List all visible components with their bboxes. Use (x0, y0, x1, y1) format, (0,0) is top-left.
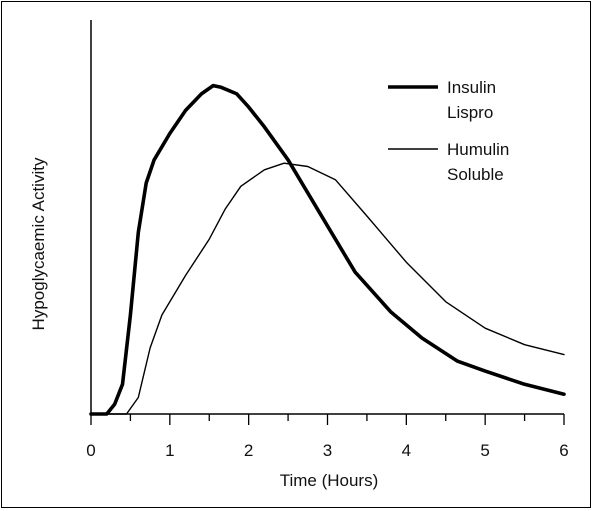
legend-label: Insulin (447, 78, 496, 97)
x-tick-label: 2 (244, 441, 253, 460)
series-line-insulin-lispro (89, 83, 566, 416)
legend-label: Humulin (447, 140, 509, 159)
x-tick-label: 0 (86, 441, 95, 460)
legend: Insulin Lispro Humulin Soluble (388, 78, 509, 184)
y-axis-title: Hypoglycaemic Activity (29, 157, 48, 330)
series-line-humulin-soluble (90, 162, 565, 415)
plot-area (89, 83, 566, 416)
x-axis-title: Time (Hours) (280, 471, 379, 490)
legend-label: Soluble (447, 165, 504, 184)
x-tick-label: 6 (559, 441, 568, 460)
x-tick-label: 4 (402, 441, 411, 460)
x-ticks: 0 1 2 3 4 5 6 (86, 414, 569, 460)
x-tick-label: 5 (480, 441, 489, 460)
x-tick-label: 3 (323, 441, 332, 460)
legend-label: Lispro (447, 103, 493, 122)
x-tick-label: 1 (165, 441, 174, 460)
